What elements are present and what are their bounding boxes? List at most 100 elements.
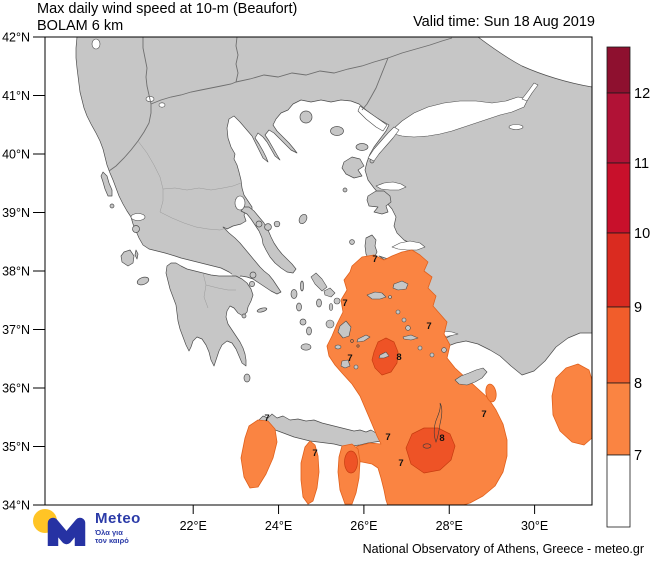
contour-label-7: 7: [398, 458, 403, 469]
colorbar-label: 11: [634, 156, 649, 172]
colorbar-label: 9: [634, 300, 642, 316]
border-peloponnese-1: [202, 272, 209, 309]
contour-label-7: 7: [342, 298, 347, 309]
lat-tick-label: 40°N: [2, 148, 30, 162]
island-kefalonia: [120, 249, 135, 267]
contour-labels: 7 7 7 8 7 7 8 7 7 7 7: [264, 254, 486, 469]
island-lefkada: [132, 225, 140, 233]
border-thessaly-macedonia: [162, 182, 242, 191]
island-kalymnos: [405, 325, 411, 331]
island-zakynthos: [136, 276, 150, 286]
island-serifos: [299, 318, 307, 326]
border-macedonia-bulgaria: [235, 37, 239, 83]
gulf-pagasetic: [234, 195, 246, 211]
island-amorgos: [356, 334, 371, 343]
island-ios: [334, 344, 342, 350]
border-bulgaria-turkey: [387, 37, 453, 59]
islet-outline-1: [350, 339, 354, 343]
island-sifnos: [306, 326, 312, 336]
wind7-sw-crete-1: [240, 419, 278, 489]
island-agios-efstratios: [342, 187, 348, 193]
contour-label-7: 7: [312, 448, 317, 459]
wind7-small-patch: [485, 383, 497, 403]
island-ikaria: [366, 291, 387, 300]
island-lesbos: [366, 190, 392, 215]
colorbar-segment: [606, 162, 631, 234]
lat-tick-label: 42°N: [2, 31, 30, 45]
contour-label-7: 7: [385, 432, 390, 443]
lat-tick-label: 35°N: [2, 440, 30, 454]
island-delos: [328, 303, 334, 311]
island-salamis: [249, 271, 257, 279]
map-title: Max daily wind speed at 10-m (Beaufort) B…: [37, 1, 297, 35]
colorbar-segment: [606, 306, 631, 384]
latitude-axis: 42°N 41°N 40°N 39°N 38°N 37°N 36°N 35°N 34°N: [2, 31, 45, 513]
colorbar-label: 10: [634, 226, 650, 242]
island-kythnos: [296, 302, 302, 312]
island-nisyros: [417, 345, 423, 351]
contour-label-7: 7: [481, 409, 486, 420]
border-albania-macedonia: [142, 37, 152, 105]
islands-in-wind-field: [310, 272, 488, 386]
lake-iznik: [508, 124, 524, 130]
contour-label-7: 7: [372, 254, 377, 265]
lat-tick-label: 41°N: [2, 89, 30, 103]
colorbar-label: 8: [634, 376, 642, 392]
gulf-ambracian: [130, 213, 146, 221]
border-central-greece: [159, 211, 227, 231]
island-kos: [402, 334, 419, 341]
island-symi: [441, 347, 447, 353]
island-astypalea: [378, 351, 390, 359]
colorbar-segment: [606, 232, 631, 308]
island-hydra: [256, 307, 268, 313]
longitude-axis: 22°E 24°E 26°E 28°E 30°E: [180, 505, 548, 533]
lon-tick-label: 28°E: [436, 519, 463, 533]
logo-brand: Meteo: [95, 510, 141, 527]
island-imbros: [355, 143, 369, 151]
colorbar-segment: [606, 454, 631, 528]
contour-label-8: 8: [439, 433, 444, 444]
gulf-saros: [357, 105, 388, 132]
island-leros: [401, 317, 407, 323]
meteo-logo-mark: [33, 509, 86, 546]
island-skyros: [298, 213, 308, 225]
island-andros: [310, 272, 328, 292]
border-greece-turkey: [361, 57, 389, 111]
island-syros: [316, 298, 322, 308]
beaufort-colorbar: 12 11 10 9 8 7: [606, 46, 650, 528]
island-aegina: [249, 281, 255, 287]
lat-tick-label: 36°N: [2, 382, 30, 396]
island-alonnisos: [273, 220, 281, 228]
island-karpathos-outline: [433, 402, 443, 443]
lat-tick-label: 38°N: [2, 265, 30, 279]
island-tinos: [323, 287, 336, 298]
wind7-rhodes-sea: [551, 363, 592, 446]
island-outlines-in-wind: [350, 339, 443, 449]
lake-prespa: [158, 102, 166, 108]
logo-tagline: Όλα για τον καιρό: [95, 529, 129, 545]
island-mykonos: [333, 297, 341, 305]
contour-label-7: 7: [426, 321, 431, 332]
strait-bosphorus: [521, 82, 539, 102]
island-milos: [300, 343, 312, 351]
attribution-text: National Observatory of Athens, Greece -…: [362, 542, 644, 556]
border-greece-bulgaria: [235, 57, 389, 83]
lon-tick-label: 24°E: [265, 519, 292, 533]
island-ithaca: [134, 249, 139, 260]
gulf-izmir: [391, 240, 426, 251]
island-chios: [364, 234, 378, 261]
land-euboea: [240, 206, 297, 274]
contour-label-8: 8: [396, 352, 401, 363]
island-rhodes: [454, 367, 488, 386]
colorbar-segment: [606, 46, 631, 94]
corinth-isthmus: [232, 269, 240, 279]
island-fourni: [388, 295, 392, 299]
islet-outline-2: [356, 344, 360, 348]
island-kasos-outline: [422, 443, 432, 449]
island-tilos: [429, 352, 435, 358]
contour-label-7: 7: [264, 413, 269, 424]
island-anafi: [353, 364, 359, 370]
island-skopelos: [264, 223, 272, 231]
